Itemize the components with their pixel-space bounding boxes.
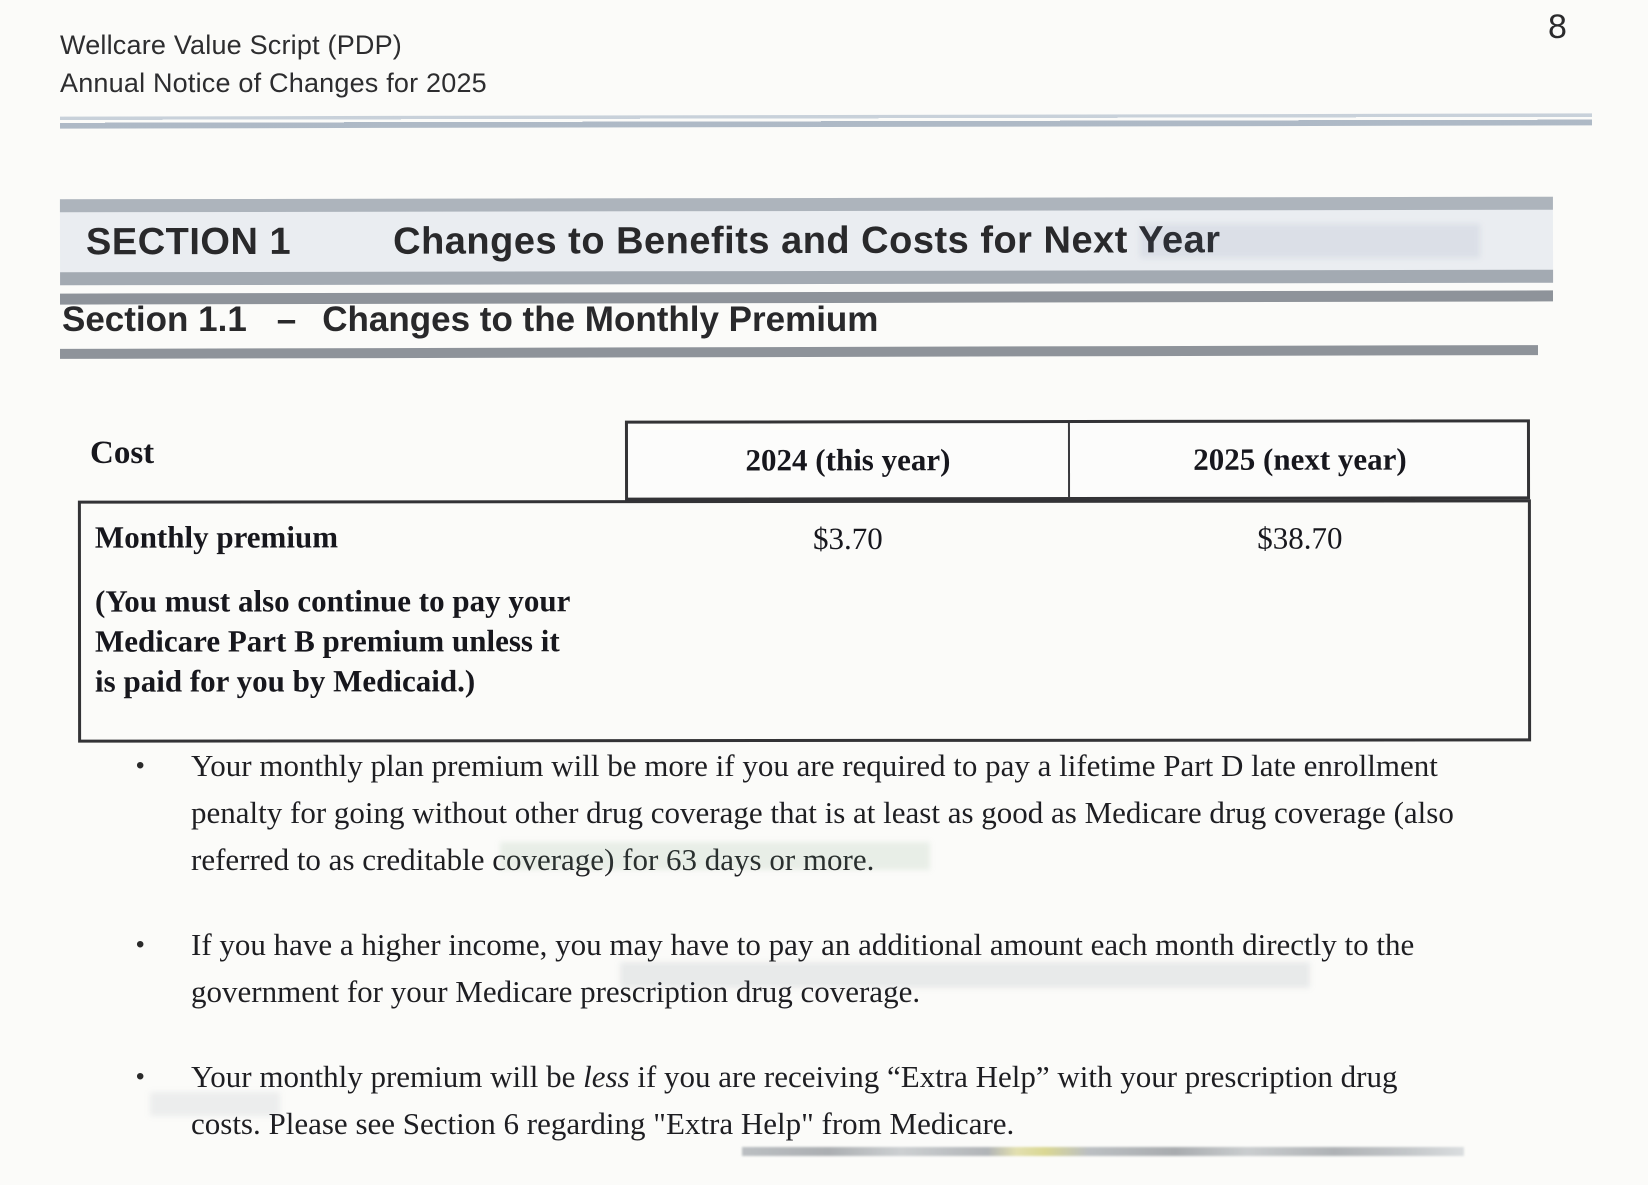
section-banner-title: Changes to Benefits and Costs for Next Y…	[393, 218, 1221, 263]
bullet-text-late-enrollment: Your monthly plan premium will be more i…	[191, 748, 1454, 877]
table-column-header-2024: 2024 (this year)	[745, 442, 951, 478]
bullet-text-part: Your monthly premium will be	[191, 1059, 584, 1094]
subsection-heading: Section 1.1 – Changes to the Monthly Pre…	[62, 300, 878, 340]
page-number: 8	[1548, 8, 1567, 46]
bullet-icon: •	[136, 931, 145, 958]
section-1-banner: SECTION 1 Changes to Benefits and Costs …	[59, 196, 1554, 286]
bullet-text-extra-help: Your monthly premium will be less if you…	[191, 1053, 1458, 1147]
premium-value-2024: $3.70	[813, 520, 883, 556]
running-header: Wellcare Value Script (PDP) Annual Notic…	[60, 26, 487, 102]
cutoff-content-strip	[742, 1147, 1464, 1156]
subsection-title: Changes to the Monthly Premium	[322, 300, 879, 339]
table-body-row: Monthly premium (You must also continue …	[77, 499, 1532, 743]
bullet-text-higher-income: If you have a higher income, you may hav…	[191, 927, 1415, 1009]
bullet-text-italic-part: less	[583, 1059, 630, 1094]
section-banner-label: SECTION 1	[85, 220, 292, 263]
list-item: • Your monthly plan premium will be more…	[128, 742, 1458, 883]
document-page: Wellcare Value Script (PDP) Annual Notic…	[59, 8, 1593, 1156]
premium-value-2025: $38.70	[1257, 520, 1343, 556]
table-column-header-2025: 2025 (next year)	[1067, 422, 1531, 498]
bullet-icon: •	[136, 1063, 145, 1090]
subsection-label: Section 1.1	[62, 300, 247, 339]
row-label-note: (You must also continue to pay your Medi…	[94, 583, 570, 699]
row-label-title: Monthly premium	[94, 519, 339, 555]
rule-below-subsection	[59, 345, 1539, 359]
document-title: Annual Notice of Changes for 2025	[60, 68, 487, 98]
plan-name: Wellcare Value Script (PDP)	[60, 30, 403, 60]
header-divider-rule	[59, 113, 1593, 129]
bullet-icon: •	[136, 752, 145, 779]
list-item: • Your monthly premium will be less if y…	[128, 1053, 1458, 1147]
table-column-header-cost: Cost	[90, 435, 155, 471]
table-row-label: Monthly premium (You must also continue …	[95, 517, 575, 701]
table-year-header-row: 2024 (this year) 2025 (next year)	[624, 419, 1531, 501]
list-item: • If you have a higher income, you may h…	[128, 921, 1458, 1015]
subsection-dash: –	[276, 300, 297, 339]
bullet-text-part: if you are receiving “Extra Help” with y…	[191, 1059, 1398, 1141]
bullet-list: • Your monthly plan premium will be more…	[128, 742, 1458, 1185]
